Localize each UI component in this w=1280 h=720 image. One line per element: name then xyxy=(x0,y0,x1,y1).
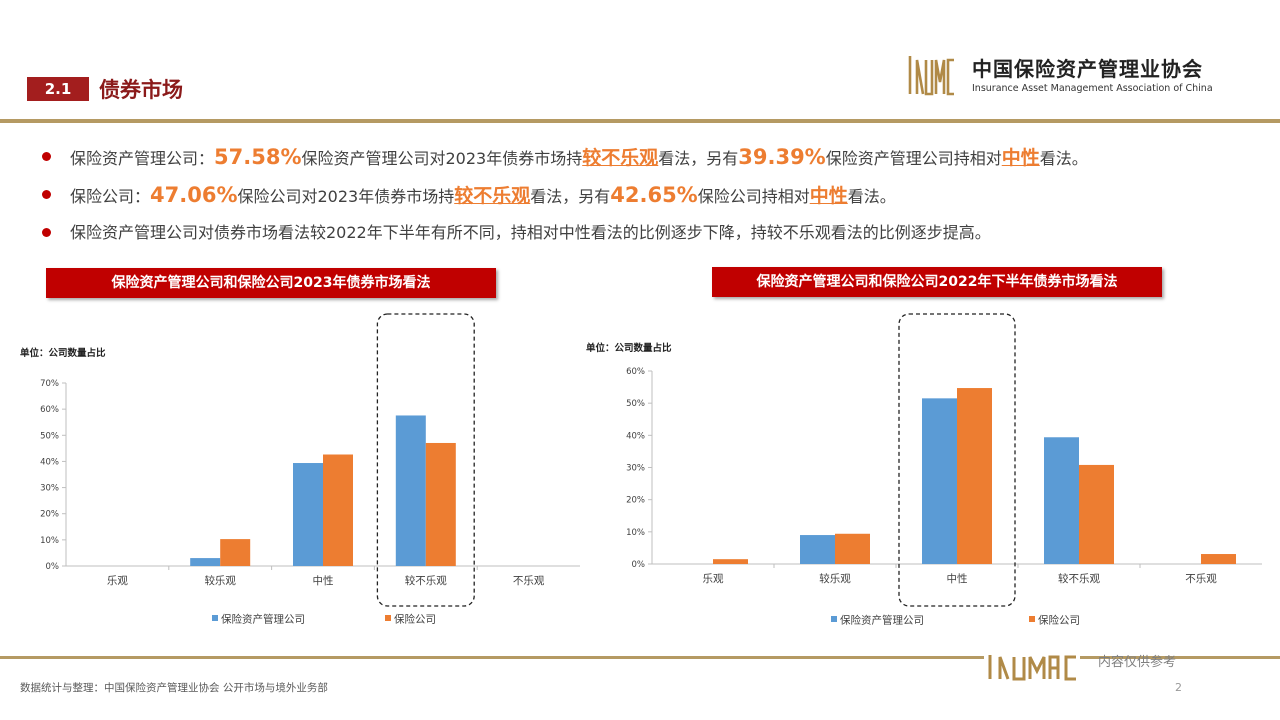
legend-label-1: 保险公司 xyxy=(1038,614,1080,627)
bullet-text: 保险公司持相对 xyxy=(697,187,810,206)
bar-0-3 xyxy=(395,415,426,566)
unit-label: 单位：公司数量占比 xyxy=(586,342,672,354)
bar-1-2 xyxy=(957,388,992,564)
y-tick-label: 0% xyxy=(46,562,60,572)
highlight-text: 42.65% xyxy=(610,183,698,207)
summary-bullets: 保险资产管理公司：57.58%保险资产管理公司对2023年债券市场持较不乐观看法… xyxy=(40,138,1270,252)
chart-title-2023: 保险资产管理公司和保险公司2023年债券市场看法 xyxy=(46,268,496,298)
x-tick-label: 乐观 xyxy=(107,575,128,587)
association-logo: 中国保险资产管理业协会 Insurance Asset Management A… xyxy=(906,52,1246,100)
y-tick-label: 10% xyxy=(626,528,645,538)
bullet-asset-managers: 保险资产管理公司：57.58%保险资产管理公司对2023年债券市场持较不乐观看法… xyxy=(40,138,1270,176)
y-tick-label: 20% xyxy=(626,496,645,506)
bullet-text: 保险资产管理公司对债券市场看法较2022年下半年有所不同，持相对中性看法的比例逐… xyxy=(70,223,991,242)
y-tick-label: 30% xyxy=(626,464,645,474)
highlight-text: 中性 xyxy=(809,185,848,207)
chart-0: 单位：公司数量占比 0% 10% 20% 30% 40% 50% 60% 70% 乐观 较乐观 中性 较… xyxy=(20,313,580,626)
highlight-text: 中性 xyxy=(1001,147,1040,169)
highlight-text: 47.06% xyxy=(150,183,238,207)
legend-swatch-0 xyxy=(212,615,218,621)
x-tick-label: 较乐观 xyxy=(819,572,851,585)
bullet-text: 保险资产管理公司持相对 xyxy=(825,149,1002,168)
bullet-insurers: 保险公司：47.06%保险公司对2023年债券市场持较不乐观看法，另有42.65… xyxy=(40,176,1270,214)
legend-swatch-0 xyxy=(831,616,837,622)
x-tick-label: 乐观 xyxy=(703,573,724,585)
unit-label: 单位：公司数量占比 xyxy=(20,347,106,359)
logo-english-name: Insurance Asset Management Association o… xyxy=(972,83,1213,94)
y-tick-label: 40% xyxy=(40,457,59,467)
bullet-dot xyxy=(42,228,51,237)
x-tick-label: 不乐观 xyxy=(1185,573,1217,585)
x-tick-label: 较乐观 xyxy=(204,574,236,587)
y-tick-label: 70% xyxy=(40,379,59,389)
bar-0-1 xyxy=(190,558,221,566)
y-tick-label: 50% xyxy=(40,431,59,441)
x-tick-label: 较不乐观 xyxy=(405,574,447,587)
footer-logo-icon xyxy=(984,652,1080,682)
bullet-dot xyxy=(42,190,51,199)
bullet-text: 保险资产管理公司： xyxy=(70,149,215,168)
legend-swatch-1 xyxy=(385,615,391,621)
legend-label-0: 保险资产管理公司 xyxy=(840,614,924,627)
highlight-text: 57.58% xyxy=(214,145,302,169)
x-tick-label: 中性 xyxy=(947,572,968,585)
bullet-text: 保险公司对2023年债券市场持 xyxy=(237,187,455,206)
y-tick-label: 40% xyxy=(626,431,645,441)
header-divider xyxy=(0,119,1280,123)
data-source: 数据统计与整理：中国保险资产管理业协会 公开市场与境外业务部 xyxy=(20,682,328,694)
bullet-text: 保险公司： xyxy=(70,187,151,206)
highlight-text: 较不乐观 xyxy=(582,147,659,169)
bar-0-1 xyxy=(800,535,835,564)
bullet-text: 看法。 xyxy=(847,187,896,206)
highlight-box xyxy=(898,313,1016,607)
bar-1-0 xyxy=(713,559,748,564)
bullet-dot xyxy=(42,152,51,161)
section-number: 2.1 xyxy=(27,77,89,101)
bar-1-1 xyxy=(835,533,870,564)
legend-swatch-1 xyxy=(1029,616,1035,622)
highlight-text: 较不乐观 xyxy=(454,185,531,207)
highlight-text: 39.39% xyxy=(738,145,826,169)
bar-1-3 xyxy=(1079,464,1114,564)
logo-chinese-name: 中国保险资产管理业协会 xyxy=(972,57,1203,81)
chart-1: 单位：公司数量占比 0% 10% 20% 30% 40% 50% 60% 乐观 较乐观 中性 较不乐观… xyxy=(586,313,1262,627)
y-tick-label: 30% xyxy=(40,484,59,494)
iamac-logo-icon xyxy=(908,56,954,96)
x-tick-label: 较不乐观 xyxy=(1058,572,1100,585)
bar-1-3 xyxy=(425,442,456,566)
bullet-text: 看法，另有 xyxy=(658,149,739,168)
bar-1-1 xyxy=(220,539,251,566)
bullet-text: 看法。 xyxy=(1039,149,1088,168)
y-tick-label: 20% xyxy=(40,510,59,520)
bar-0-2 xyxy=(922,398,957,564)
legend-label-1: 保险公司 xyxy=(394,613,436,626)
y-tick-label: 60% xyxy=(626,367,645,377)
y-tick-label: 60% xyxy=(40,405,59,415)
page-number: 2 xyxy=(1175,681,1182,694)
bar-0-2 xyxy=(293,463,323,566)
bullet-text: 看法，另有 xyxy=(530,187,611,206)
y-tick-label: 50% xyxy=(626,399,645,409)
footer-divider xyxy=(0,656,1280,659)
y-tick-label: 10% xyxy=(40,536,59,546)
bar-1-2 xyxy=(323,454,353,566)
x-tick-label: 中性 xyxy=(313,574,334,587)
section-title: 债券市场 xyxy=(99,78,183,102)
chart-title-2022h2: 保险资产管理公司和保险公司2022年下半年债券市场看法 xyxy=(712,267,1162,297)
bar-1-4 xyxy=(1201,554,1236,564)
bullet-text: 保险资产管理公司对2023年债券市场持 xyxy=(301,149,583,168)
disclaimer-note: 内容仅供参考 xyxy=(1098,655,1177,670)
legend-label-0: 保险资产管理公司 xyxy=(221,613,305,626)
bullet-trend: 保险资产管理公司对债券市场看法较2022年下半年有所不同，持相对中性看法的比例逐… xyxy=(40,214,1270,252)
highlight-box xyxy=(376,313,475,607)
bar-0-3 xyxy=(1044,437,1079,564)
y-tick-label: 0% xyxy=(632,560,646,570)
x-tick-label: 不乐观 xyxy=(513,575,545,587)
